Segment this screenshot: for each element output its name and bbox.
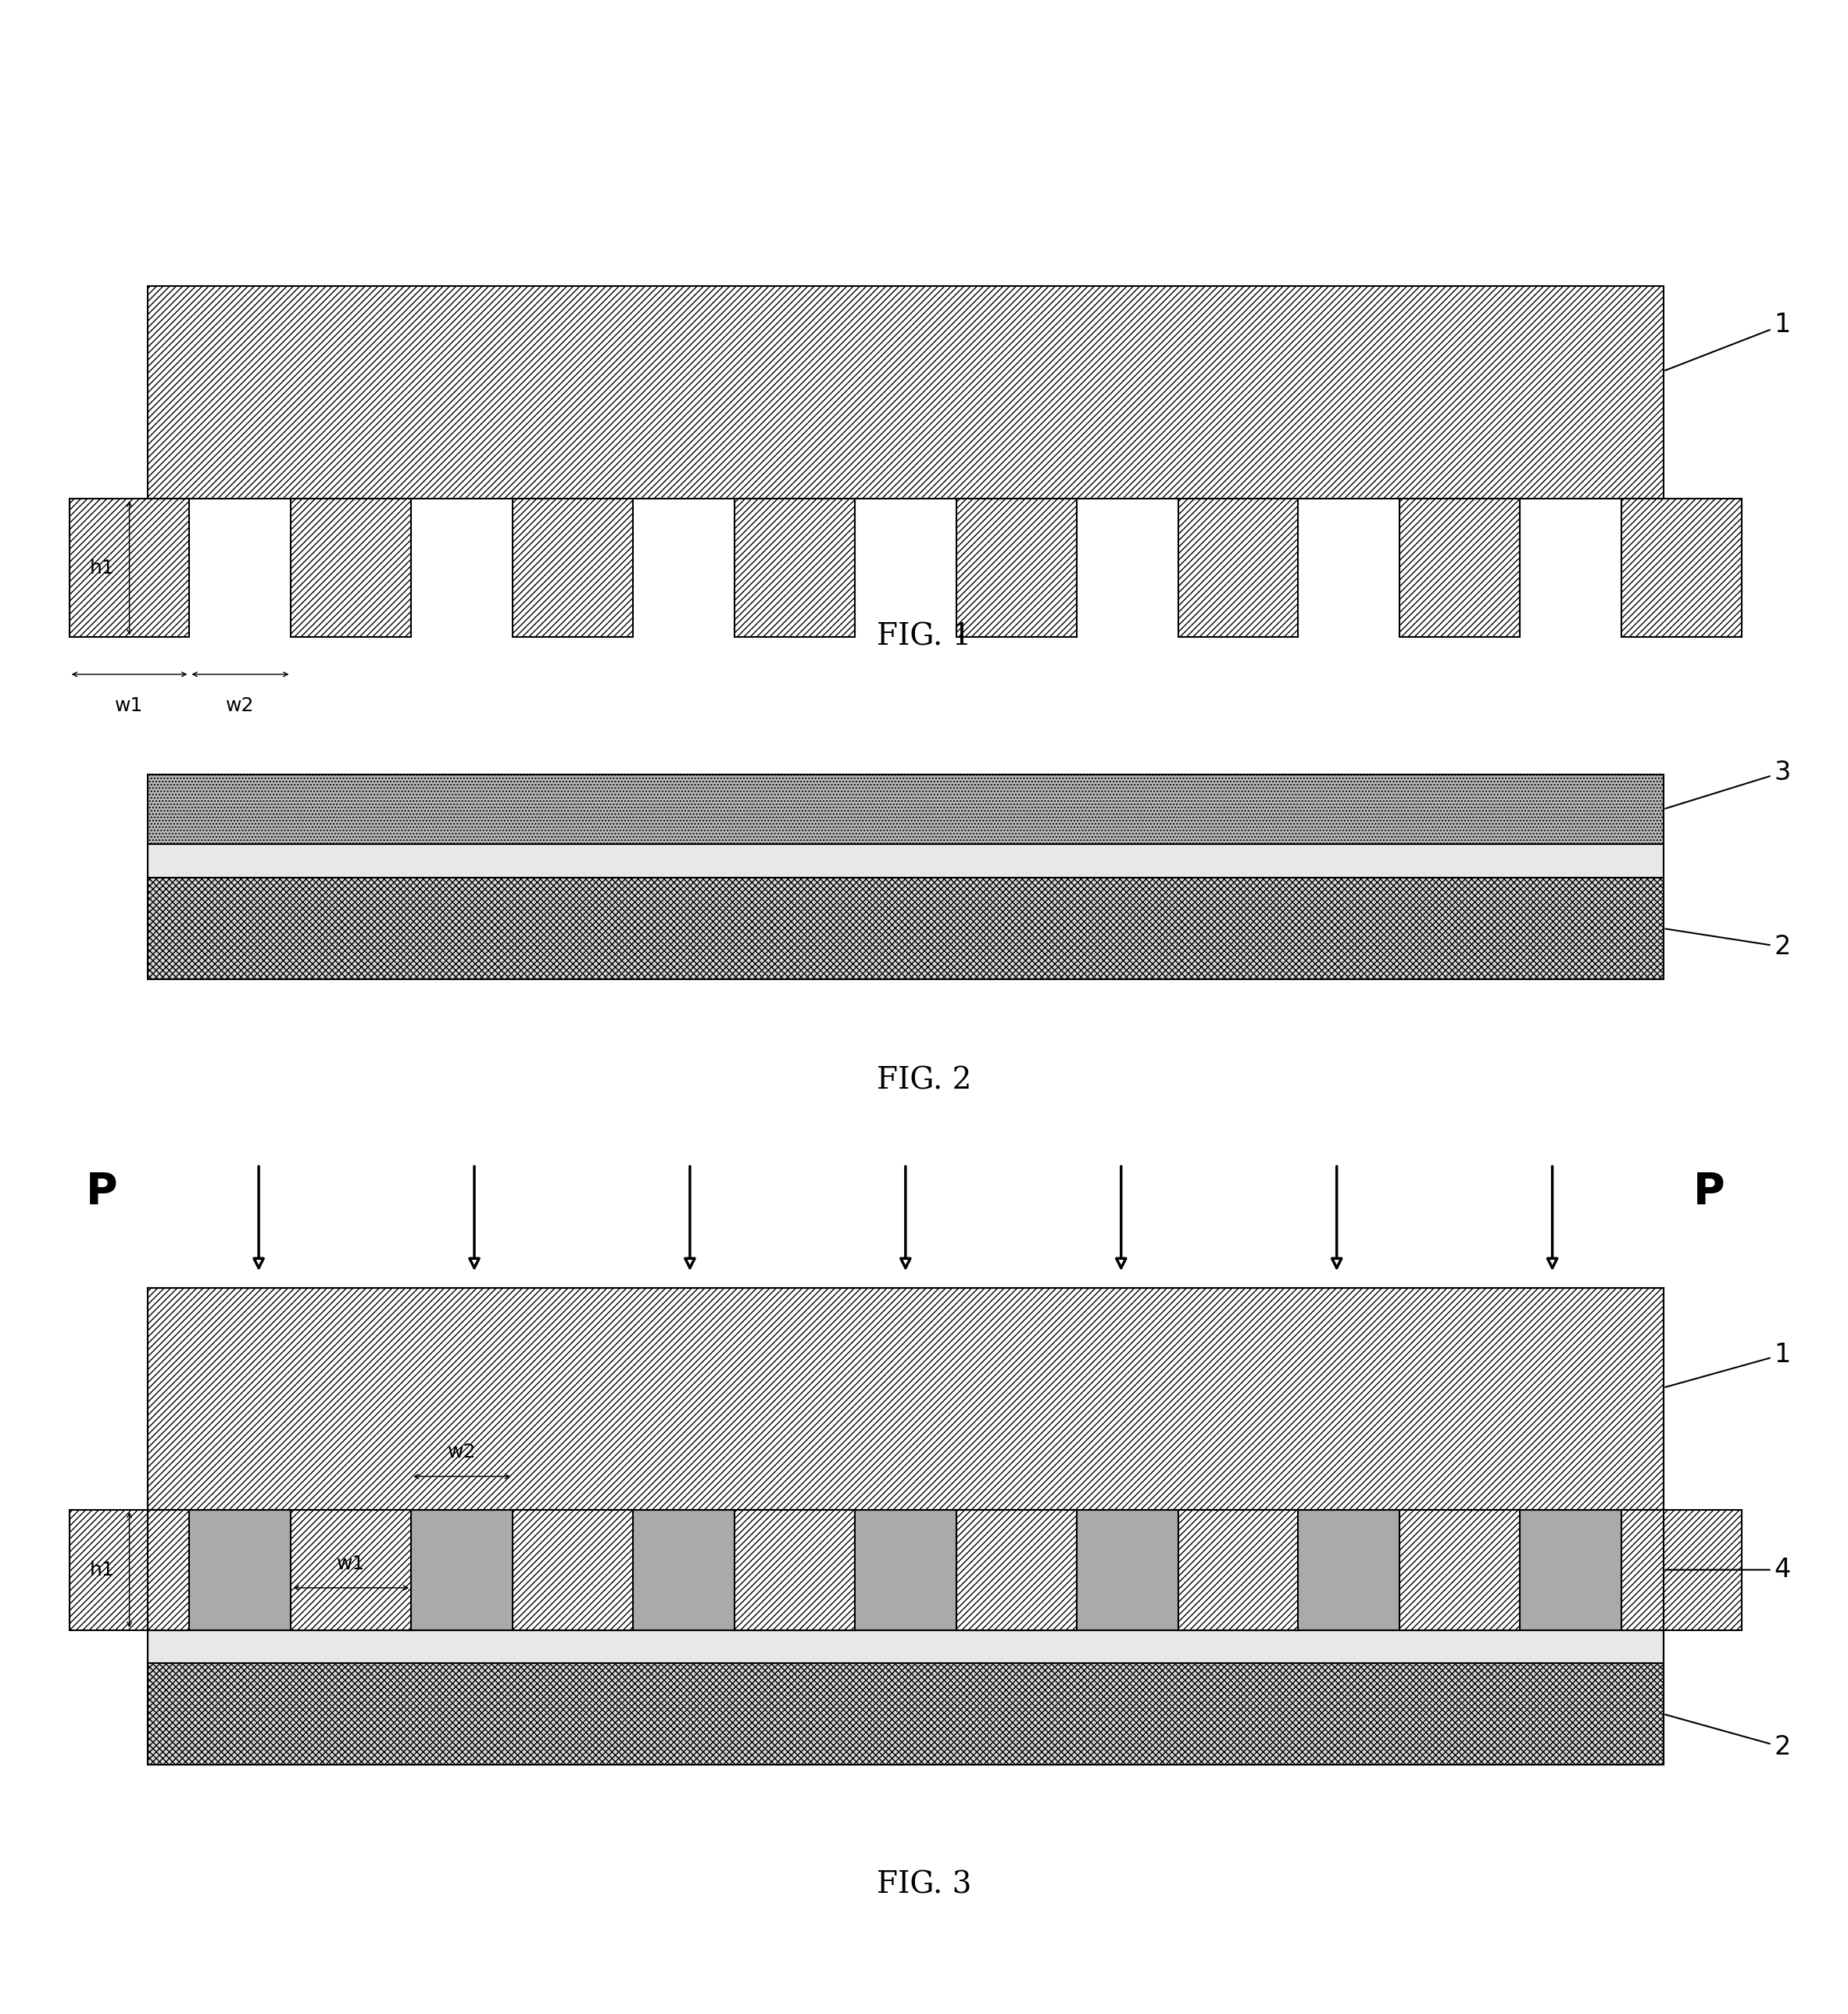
Text: 1: 1 xyxy=(1665,312,1791,371)
Bar xyxy=(512,499,632,636)
Bar xyxy=(68,1510,188,1629)
Text: 3: 3 xyxy=(1665,759,1791,808)
Bar xyxy=(148,773,1663,844)
Bar xyxy=(290,499,410,636)
Bar xyxy=(1401,1510,1519,1629)
Bar xyxy=(148,1287,1663,1510)
Bar xyxy=(734,1510,854,1629)
Text: 2: 2 xyxy=(1665,928,1791,961)
Text: FIG. 2: FIG. 2 xyxy=(876,1067,972,1096)
Bar xyxy=(734,499,854,636)
Text: FIG. 3: FIG. 3 xyxy=(876,1871,972,1899)
Bar xyxy=(955,1510,1076,1629)
Bar xyxy=(1623,499,1741,636)
Text: h1: h1 xyxy=(91,558,115,578)
Text: FIG. 1: FIG. 1 xyxy=(876,622,972,653)
Text: 2: 2 xyxy=(1665,1714,1791,1760)
Bar xyxy=(68,499,188,636)
Text: 1: 1 xyxy=(1665,1341,1791,1388)
Bar xyxy=(148,1664,1663,1764)
Bar xyxy=(148,1629,1663,1664)
Bar xyxy=(1401,499,1519,636)
Bar xyxy=(955,499,1076,636)
Bar xyxy=(148,844,1663,878)
Text: 4: 4 xyxy=(1665,1557,1791,1583)
Text: P: P xyxy=(1693,1170,1726,1212)
Text: w1: w1 xyxy=(336,1555,366,1573)
Text: h1: h1 xyxy=(91,1561,115,1579)
Bar xyxy=(1179,1510,1297,1629)
Bar xyxy=(1179,499,1297,636)
Text: w1: w1 xyxy=(115,697,144,715)
Bar xyxy=(148,286,1663,499)
Bar xyxy=(290,1510,410,1629)
Text: w2: w2 xyxy=(225,697,255,715)
Text: P: P xyxy=(85,1170,118,1212)
Bar xyxy=(1623,1510,1741,1629)
Bar xyxy=(148,1510,1663,1629)
Bar xyxy=(512,1510,632,1629)
Text: w2: w2 xyxy=(447,1442,477,1462)
Bar xyxy=(148,878,1663,979)
